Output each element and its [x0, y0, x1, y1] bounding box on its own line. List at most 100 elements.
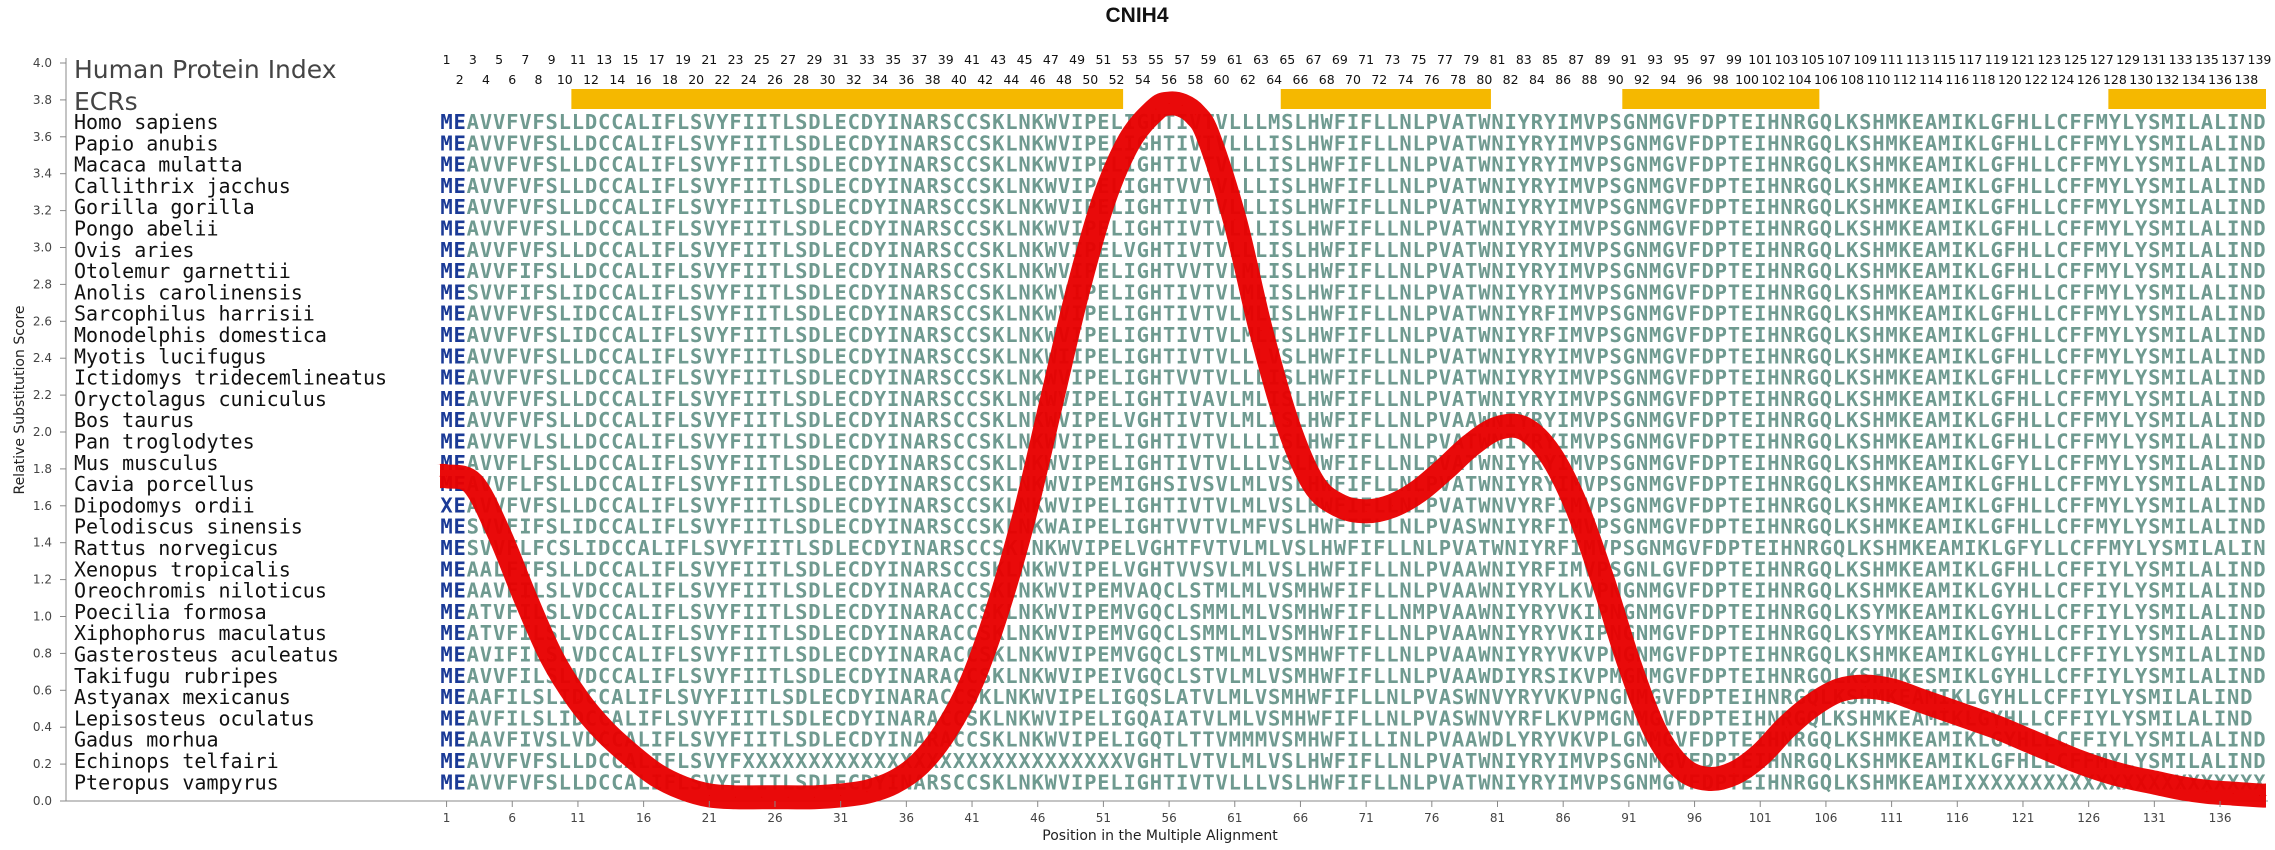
- protein-index-number: 136: [2208, 72, 2232, 87]
- residue: Y: [1518, 110, 1531, 134]
- residue: I: [1268, 153, 1280, 177]
- curve-point: [1943, 708, 1945, 710]
- residue: Y: [2109, 110, 2122, 134]
- residue: G: [1137, 153, 1149, 177]
- residue: D: [585, 770, 597, 794]
- residue: W: [1478, 110, 1491, 134]
- residue: N: [1399, 110, 1411, 134]
- protein-index-number: 34: [872, 72, 888, 87]
- residue: N: [1491, 770, 1503, 794]
- protein-index-number: 8: [535, 72, 543, 87]
- protein-index-number: 91: [1621, 52, 1637, 67]
- residue: L: [1833, 770, 1845, 794]
- residue: L: [1386, 131, 1398, 155]
- residue: K: [992, 153, 1005, 177]
- curve-point: [1286, 422, 1288, 424]
- residue: L: [1229, 110, 1241, 134]
- protein-index-number: 50: [1082, 72, 1098, 87]
- species-label: Echinops telfairi: [74, 749, 279, 773]
- residue: L: [1255, 153, 1267, 177]
- residue: F: [1360, 153, 1372, 177]
- residue: V: [480, 174, 492, 198]
- protein-index-number: 131: [2142, 52, 2166, 67]
- residue: T: [1465, 131, 1477, 155]
- species-label: Oryctolagus cuniculus: [74, 387, 327, 411]
- residue: I: [1071, 770, 1083, 794]
- x-tick-label: 36: [899, 811, 914, 825]
- residue: I: [743, 131, 755, 155]
- protein-index-number: 108: [1840, 72, 1864, 87]
- residue: E: [1912, 153, 1924, 177]
- residue: Y: [1518, 131, 1531, 155]
- protein-index-number: 1: [443, 52, 451, 67]
- residue: R: [926, 131, 939, 155]
- y-tick-label: 2.2: [33, 388, 52, 402]
- residue: V: [1439, 131, 1451, 155]
- curve-point: [1654, 730, 1656, 732]
- x-tick-label: 71: [1358, 811, 1373, 825]
- residue: C: [966, 153, 978, 177]
- protein-index-number: 31: [833, 52, 849, 67]
- residue: T: [769, 131, 781, 155]
- residue: D: [861, 131, 873, 155]
- residue: C: [611, 174, 623, 198]
- curve-point: [1628, 662, 1630, 664]
- residue: E: [834, 174, 846, 198]
- residue: T: [1465, 770, 1477, 794]
- residue: D: [808, 153, 820, 177]
- ecr-bar: [2108, 89, 2266, 109]
- axes: [65, 58, 2268, 802]
- protein-index-number: 98: [1713, 72, 1729, 87]
- residue: C: [848, 153, 860, 177]
- curve-point: [498, 532, 500, 534]
- residue: G: [1991, 153, 2003, 177]
- residue: Q: [1820, 131, 1832, 155]
- residue: I: [756, 110, 768, 134]
- residue: G: [1662, 153, 1674, 177]
- protein-index-number: 40: [951, 72, 967, 87]
- residue: S: [940, 153, 952, 177]
- curve-point: [1759, 754, 1761, 756]
- residue: I: [651, 153, 663, 177]
- curve-point: [1602, 579, 1604, 581]
- residue: L: [559, 131, 571, 155]
- residue: Q: [1820, 110, 1832, 134]
- curve-point: [2180, 787, 2182, 789]
- protein-index-number: 132: [2156, 72, 2180, 87]
- residue: C: [848, 131, 860, 155]
- species-label: Gasterosteus aculeatus: [74, 643, 339, 667]
- residue: A: [624, 110, 637, 134]
- protein-index-number: 36: [898, 72, 914, 87]
- residue: M: [1649, 110, 1661, 134]
- residue: L: [821, 153, 833, 177]
- residue: V: [1268, 770, 1280, 794]
- residue: I: [1347, 770, 1359, 794]
- residue: X: [1977, 770, 1990, 794]
- residue: N: [1780, 110, 1792, 134]
- residue: D: [2253, 110, 2265, 134]
- curve-point: [1917, 699, 1919, 701]
- residue: H: [2017, 153, 2029, 177]
- residue: E: [454, 110, 466, 134]
- residue: P: [1715, 153, 1727, 177]
- residue: G: [1137, 770, 1149, 794]
- species-label: Bos taurus: [74, 408, 194, 432]
- residue: L: [1413, 110, 1425, 134]
- residue: C: [953, 153, 965, 177]
- residue: V: [1058, 153, 1070, 177]
- residue: A: [1452, 110, 1465, 134]
- residue: F: [664, 153, 676, 177]
- y-tick-label: 0.8: [33, 646, 52, 660]
- curve-point: [1194, 114, 1196, 116]
- residue: M: [2161, 131, 2173, 155]
- curve-point: [1575, 505, 1577, 507]
- residue: V: [1439, 153, 1451, 177]
- residue: N: [1018, 770, 1030, 794]
- residue: P: [1596, 110, 1608, 134]
- residue: V: [480, 153, 492, 177]
- residue: A: [913, 131, 926, 155]
- protein-index-number: 38: [925, 72, 941, 87]
- residue: L: [2188, 131, 2200, 155]
